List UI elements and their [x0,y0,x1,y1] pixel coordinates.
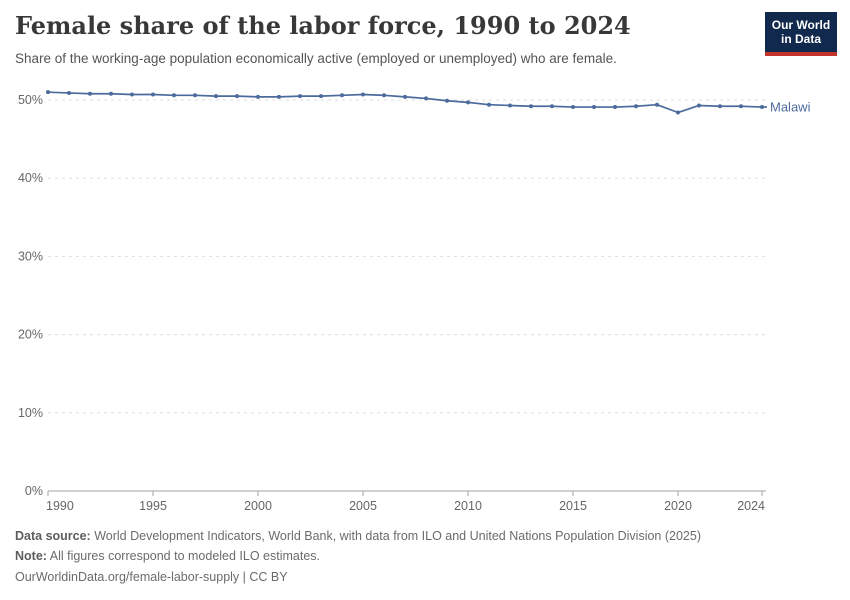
note-label: Note: [15,549,47,564]
data-point[interactable] [697,103,701,108]
data-point[interactable] [634,104,638,109]
owid-logo-line1: Our World [771,18,831,32]
data-point[interactable] [214,94,218,99]
data-point[interactable] [676,110,680,115]
data-point[interactable] [46,90,50,95]
chart-subtitle: Share of the working-age population econ… [15,50,617,66]
data-point[interactable] [613,105,617,110]
data-point[interactable] [151,92,155,97]
chart-title: Female share of the labor force, 1990 to… [15,11,631,40]
y-tick-label: 20% [18,328,43,342]
chart-header: Female share of the labor force, 1990 to… [15,11,755,67]
x-tick-label: 2010 [454,499,482,513]
data-point[interactable] [319,94,323,99]
data-point[interactable] [361,92,365,97]
data-point[interactable] [424,96,428,101]
data-point[interactable] [340,93,344,98]
y-tick-label: 0% [25,484,43,498]
data-point[interactable] [466,100,470,105]
data-source-line: Data source: World Development Indicator… [15,526,815,546]
x-tick-label: 2024 [737,499,765,513]
owid-logo-line2: in Data [780,32,821,47]
y-tick-label: 10% [18,406,43,420]
data-point[interactable] [718,104,722,109]
x-tick-label: 2005 [349,499,377,513]
data-point[interactable] [550,104,554,109]
x-tick-label: 2000 [244,499,272,513]
data-point[interactable] [298,94,302,99]
data-point[interactable] [256,94,260,99]
data-point[interactable] [382,93,386,98]
data-point[interactable] [193,93,197,98]
y-tick-label: 30% [18,249,43,263]
data-point[interactable] [403,94,407,99]
note-text: All figures correspond to modeled ILO es… [46,549,321,564]
owid-logo: Our World in Data [765,12,837,56]
x-tick-label: 1995 [139,499,167,513]
chart-footer: Data source: World Development Indicator… [15,526,815,587]
data-point[interactable] [172,93,176,98]
entity-label[interactable]: Malawi [770,100,811,115]
data-point[interactable] [445,98,449,103]
data-point[interactable] [487,102,491,107]
data-point[interactable] [130,92,134,97]
data-point[interactable] [88,91,92,96]
data-source-label: Data source: [15,529,91,543]
data-point[interactable] [67,90,71,95]
x-tick-label: 2020 [664,499,692,513]
x-tick-label: 2015 [559,499,587,513]
data-point[interactable] [655,102,659,107]
data-point[interactable] [571,105,575,110]
data-point[interactable] [277,94,281,99]
chart-area[interactable]: 0% 10% 20% 30% 40% 50% 1990 1995 2000 2005 2010 201… [0,78,850,523]
license-link[interactable]: OurWorldinData.org/female-labor-supply |… [15,569,288,584]
data-point[interactable] [508,103,512,108]
data-point[interactable] [592,105,596,110]
y-tick-label: 40% [18,171,43,185]
data-source-text: World Development Indicators, World Bank… [90,529,701,543]
data-point[interactable] [529,104,533,109]
line-chart[interactable]: 0% 10% 20% 30% 40% 50% 1990 1995 2000 2005 2010 201… [0,78,850,523]
note-line: Note: All figures correspond to modeled … [15,546,815,566]
y-tick-label: 50% [18,93,43,107]
data-point[interactable] [739,104,743,109]
data-point[interactable] [109,91,113,96]
data-point[interactable] [235,94,239,99]
x-tick-label: 1990 [46,499,74,513]
